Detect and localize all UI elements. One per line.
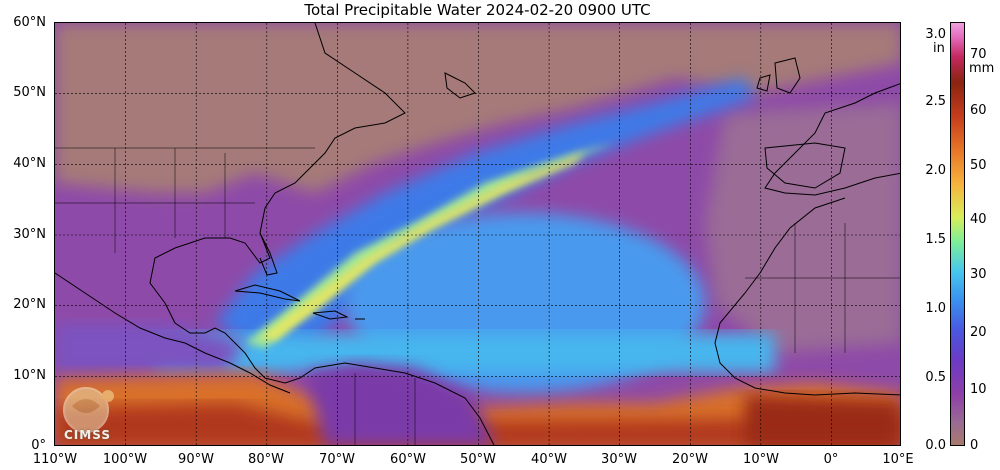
cbar-mm-0: 0 bbox=[970, 438, 979, 453]
map-title: Total Precipitable Water 2024-02-20 0900… bbox=[304, 1, 651, 19]
cimss-logo-text: CIMSS bbox=[64, 428, 111, 442]
cbar-mm-60: 60 bbox=[970, 103, 987, 118]
cimss-logo bbox=[58, 386, 128, 444]
lon-label-90w: 90°W bbox=[178, 452, 214, 467]
tpw-map bbox=[54, 22, 901, 446]
lon-label-110w: 110°W bbox=[32, 452, 78, 467]
cbar-in-2.0: 2.0 bbox=[925, 163, 946, 178]
lon-label-10e: 10°E bbox=[882, 452, 914, 467]
lon-label-30w: 30°W bbox=[601, 452, 637, 467]
cbar-mm-40: 40 bbox=[970, 212, 987, 227]
lon-label-50w: 50°W bbox=[460, 452, 496, 467]
lat-label-40n: 40°N bbox=[13, 156, 46, 171]
cbar-in-1.0: 1.0 bbox=[925, 301, 946, 316]
coastlines bbox=[55, 23, 900, 445]
lat-label-0: 0° bbox=[31, 438, 46, 453]
cbar-in-1.5: 1.5 bbox=[925, 232, 946, 247]
political-borders bbox=[55, 147, 900, 445]
lon-label-100w: 100°W bbox=[102, 452, 148, 467]
cbar-mm-30: 30 bbox=[970, 267, 987, 282]
lon-label-40w: 40°W bbox=[531, 452, 567, 467]
cbar-mm-70: 70 bbox=[970, 47, 987, 62]
lat-label-10n: 10°N bbox=[13, 368, 46, 383]
cbar-mm-10: 10 bbox=[970, 382, 987, 397]
lat-label-30n: 30°N bbox=[13, 227, 46, 242]
cbar-mm-20: 20 bbox=[970, 325, 987, 340]
cbar-in-3.0: 3.0 bbox=[925, 27, 946, 42]
cbar-inch-unit: in bbox=[933, 41, 945, 56]
colorbar bbox=[950, 22, 965, 446]
lon-label-10w: 10°W bbox=[743, 452, 779, 467]
lon-label-70w: 70°W bbox=[319, 452, 355, 467]
lon-label-0: 0° bbox=[823, 452, 839, 467]
lat-label-20n: 20°N bbox=[13, 297, 46, 312]
lon-label-80w: 80°W bbox=[248, 452, 284, 467]
cbar-in-0.0: 0.0 bbox=[925, 438, 946, 453]
cbar-mm-50: 50 bbox=[970, 158, 987, 173]
cbar-in-2.5: 2.5 bbox=[925, 94, 946, 109]
cbar-in-0.5: 0.5 bbox=[925, 370, 946, 385]
lat-label-60n: 60°N bbox=[13, 15, 46, 30]
lon-label-60w: 60°W bbox=[390, 452, 426, 467]
graticule bbox=[55, 23, 900, 445]
lat-label-50n: 50°N bbox=[13, 85, 46, 100]
tpw-field bbox=[55, 23, 900, 445]
lon-label-20w: 20°W bbox=[672, 452, 708, 467]
globe-icon bbox=[63, 387, 114, 433]
cbar-mm-unit: mm bbox=[969, 61, 995, 76]
